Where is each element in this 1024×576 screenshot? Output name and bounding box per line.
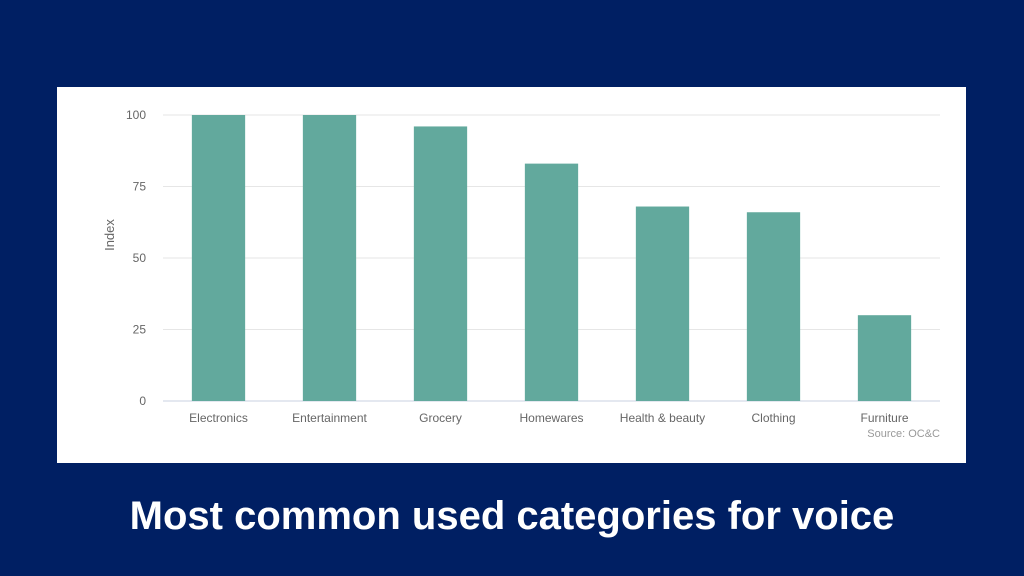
bar: [524, 163, 579, 401]
bar: [191, 115, 246, 401]
bar: [635, 206, 690, 401]
y-axis-title: Index: [102, 219, 117, 251]
x-tick-labels: Electronics Entertainment Grocery Homewares…: [189, 411, 909, 425]
x-tick-label: Health & beauty: [620, 411, 705, 425]
y-tick-label: 100: [126, 108, 146, 122]
x-tick-label: Grocery: [419, 411, 462, 425]
y-tick-labels: 0 25 50 75 100: [126, 108, 146, 408]
y-tick-label: 75: [133, 180, 147, 194]
source-label: Source: OC&C: [867, 428, 940, 440]
bar: [413, 126, 468, 401]
chart-card: Electronics Entertainment Grocery Homewares…: [57, 87, 966, 463]
bar-chart: Electronics Entertainment Grocery Homewares…: [102, 108, 940, 440]
x-tick-label: Electronics: [189, 411, 248, 425]
bars: [191, 115, 912, 401]
bar: [857, 315, 912, 401]
y-tick-label: 0: [139, 394, 146, 408]
chart-caption: Most common used categories for voice: [129, 494, 895, 538]
y-tick-label: 25: [133, 323, 147, 337]
x-tick-label: Homewares: [519, 411, 583, 425]
bar: [746, 212, 801, 401]
y-tick-label: 50: [133, 251, 147, 265]
x-tick-label: Furniture: [860, 411, 908, 425]
bar: [302, 115, 357, 401]
x-tick-label: Clothing: [751, 411, 795, 425]
x-tick-label: Entertainment: [292, 411, 367, 425]
